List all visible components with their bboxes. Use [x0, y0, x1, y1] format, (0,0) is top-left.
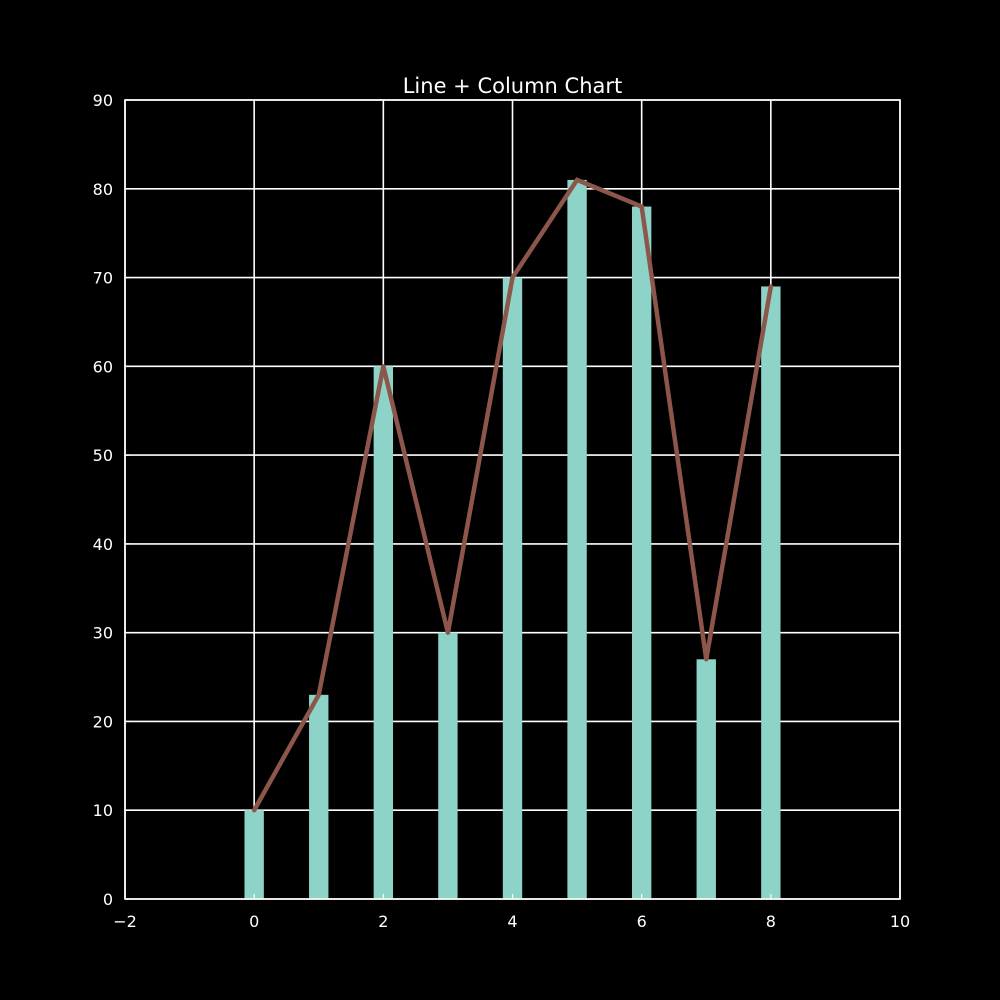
- bar: [309, 694, 329, 899]
- x-tick-label: 6: [637, 912, 647, 931]
- y-tick-label: 50: [93, 446, 113, 465]
- line-series: [251, 177, 774, 813]
- bar: [373, 366, 394, 899]
- bar: [244, 810, 264, 899]
- y-tick-label: 20: [93, 712, 113, 731]
- line-point: [445, 630, 451, 635]
- line-point: [510, 275, 515, 280]
- chart-title: Line + Column Chart: [403, 74, 623, 98]
- y-tick-label: 30: [93, 624, 113, 643]
- x-tick-label: 4: [507, 912, 517, 931]
- line-point: [251, 808, 257, 813]
- y-tick-label: 10: [93, 801, 113, 820]
- bar: [438, 632, 458, 899]
- bar: [696, 659, 716, 899]
- line-point: [316, 692, 321, 698]
- x-tick-label: 0: [249, 912, 259, 931]
- y-tick-label: 40: [93, 535, 113, 554]
- x-axis-ticks: −2 0 2 4 6 8 10: [113, 894, 910, 931]
- y-axis-ticks: 0 10 20 30 40 50 60 70 80 90: [93, 91, 130, 909]
- line-point: [704, 657, 709, 662]
- bar-series: [244, 179, 781, 900]
- bar: [761, 286, 781, 899]
- y-tick-label: 70: [93, 269, 113, 288]
- bar: [502, 277, 523, 899]
- x-tick-label: 10: [890, 912, 910, 931]
- line-point: [381, 364, 386, 369]
- y-tick-label: 0: [103, 890, 113, 909]
- y-tick-label: 80: [93, 180, 113, 199]
- x-tick-label: −2: [113, 912, 137, 931]
- bar: [631, 206, 652, 900]
- line-point: [768, 284, 774, 289]
- y-tick-label: 60: [93, 357, 113, 376]
- line-point: [639, 204, 644, 209]
- x-tick-label: 8: [766, 912, 776, 931]
- x-tick-label: 2: [378, 912, 388, 931]
- y-tick-label: 90: [93, 91, 113, 110]
- bar: [567, 179, 587, 899]
- line-point: [574, 177, 580, 183]
